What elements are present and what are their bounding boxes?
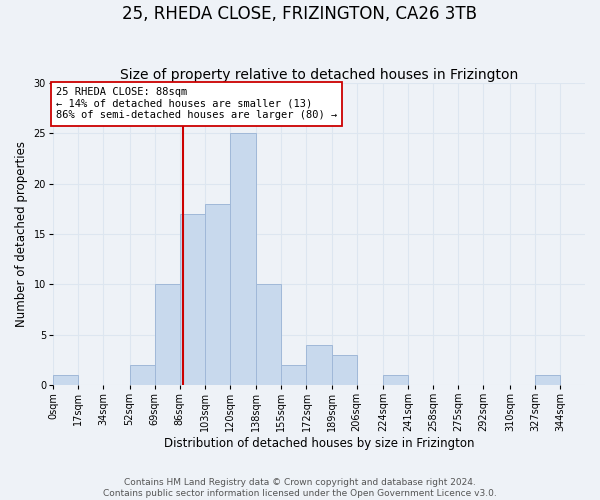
Bar (205, 204, 230, 385)
Bar (130, 365, 155, 385)
Y-axis label: Number of detached properties: Number of detached properties (15, 141, 28, 327)
Text: 25 RHEDA CLOSE: 88sqm
← 14% of detached houses are smaller (13)
86% of semi-deta: 25 RHEDA CLOSE: 88sqm ← 14% of detached … (56, 87, 337, 120)
Bar (180, 214, 205, 385)
Bar (332, 355, 356, 385)
Bar (281, 365, 307, 385)
Bar (307, 345, 332, 385)
Title: Size of property relative to detached houses in Frizington: Size of property relative to detached ho… (120, 68, 518, 82)
Bar (535, 375, 560, 385)
X-axis label: Distribution of detached houses by size in Frizington: Distribution of detached houses by size … (164, 437, 474, 450)
Text: 25, RHEDA CLOSE, FRIZINGTON, CA26 3TB: 25, RHEDA CLOSE, FRIZINGTON, CA26 3TB (122, 5, 478, 23)
Bar (155, 284, 180, 385)
Bar (230, 134, 256, 385)
Bar (383, 375, 408, 385)
Bar (53, 375, 78, 385)
Text: Contains HM Land Registry data © Crown copyright and database right 2024.
Contai: Contains HM Land Registry data © Crown c… (103, 478, 497, 498)
Bar (256, 284, 281, 385)
